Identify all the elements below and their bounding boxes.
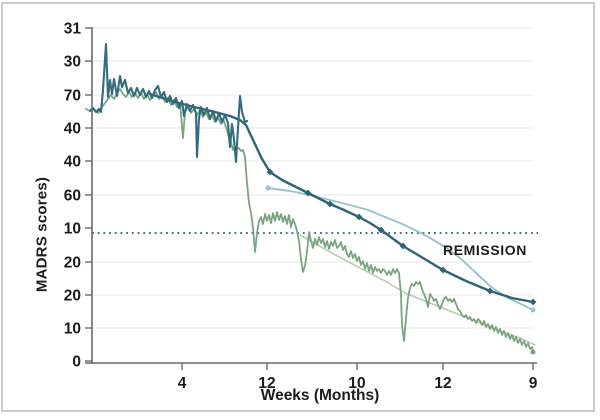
data-point-marker: [399, 242, 407, 250]
y-tick-label: 20: [64, 255, 81, 272]
y-tick-label: 60: [64, 188, 81, 205]
y-axis-title: MADRS scores): [33, 176, 51, 293]
data-point-dot: [530, 307, 536, 313]
x-tick-label: 9: [529, 375, 538, 392]
remission-annotation: REMISSION: [443, 242, 527, 258]
data-point-dot: [265, 185, 271, 191]
data-point-marker: [439, 266, 447, 274]
y-tick-label: 10: [64, 221, 81, 238]
y-tick-label: 40: [64, 121, 81, 138]
x-tick-label: 4: [178, 375, 187, 392]
y-tick-label: 10: [64, 321, 81, 338]
x-tick-label: 10: [348, 375, 365, 392]
series-trend-dark: [148, 92, 535, 304]
data-point-dot: [530, 349, 536, 355]
data-point-marker: [326, 200, 334, 208]
data-point-marker: [266, 168, 274, 176]
y-tick-label: 30: [64, 54, 81, 71]
series-weekly-dark: [88, 42, 249, 164]
data-point-marker: [377, 226, 385, 234]
y-tick-label: 70: [64, 88, 81, 105]
y-tick-label: 0: [72, 354, 81, 371]
data-point-marker: [355, 213, 363, 221]
y-tick-label: 20: [64, 288, 81, 305]
y-tick-label: 31: [64, 21, 82, 38]
y-tick-label: 40: [64, 154, 81, 171]
x-tick-label: 12: [434, 375, 451, 392]
x-axis-title: Weeks (Months): [260, 387, 380, 404]
x-tick-label: 12: [258, 375, 275, 392]
series-trend-light-green: [299, 234, 536, 346]
data-point-marker: [529, 298, 537, 306]
data-point-marker: [304, 189, 312, 197]
data-point-marker: [486, 287, 494, 295]
